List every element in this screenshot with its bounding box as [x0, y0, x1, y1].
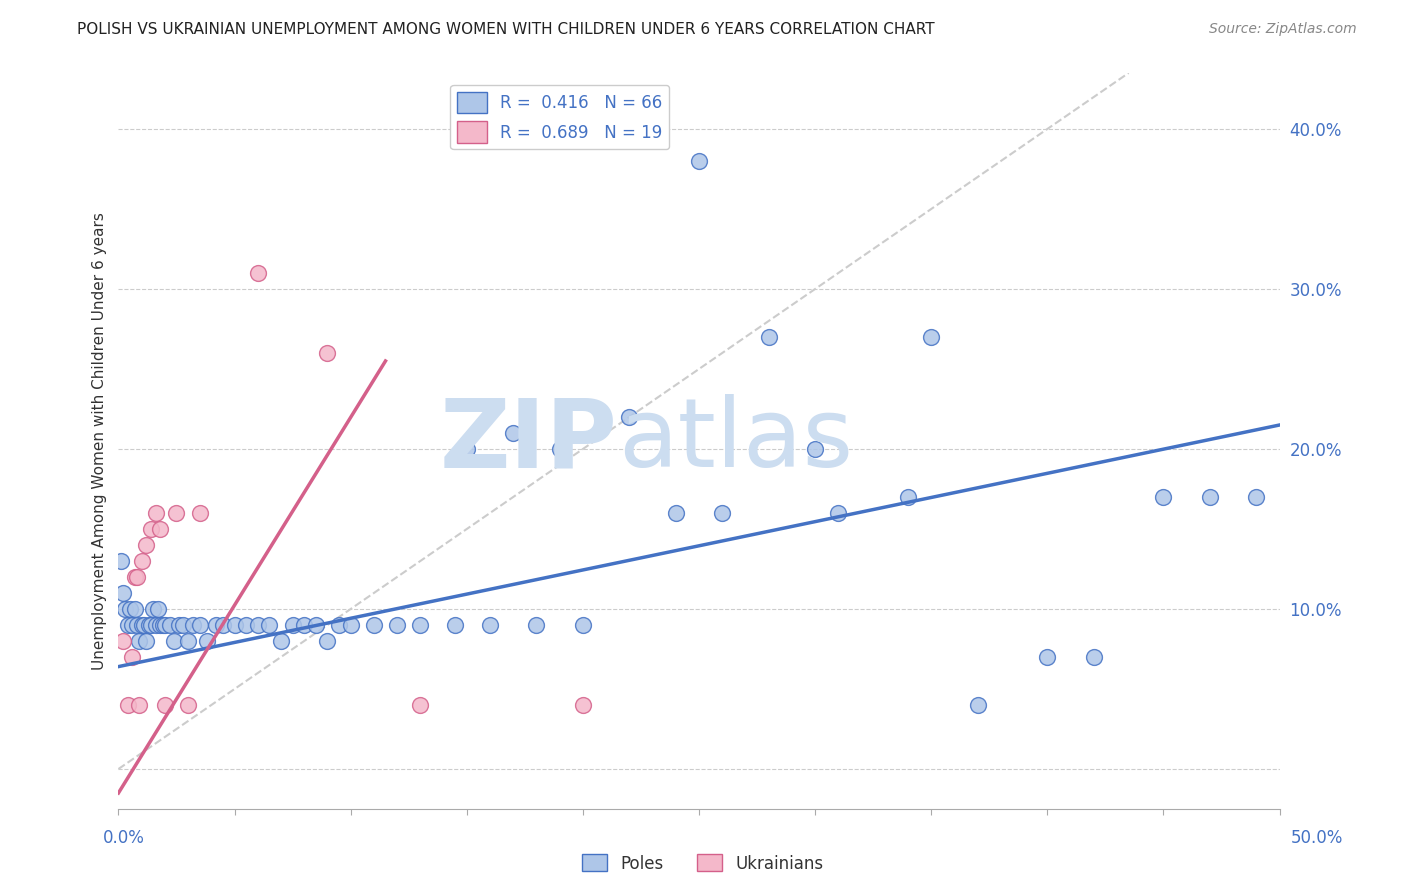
Point: [117, 618, 139, 632]
Point: [117, 698, 139, 712]
Text: POLISH VS UKRAINIAN UNEMPLOYMENT AMONG WOMEN WITH CHILDREN UNDER 6 YEARS CORRELA: POLISH VS UKRAINIAN UNEMPLOYMENT AMONG W…: [77, 22, 935, 37]
Legend: Poles, Ukrainians: Poles, Ukrainians: [575, 847, 831, 880]
Point: [167, 618, 190, 632]
Point: [135, 538, 157, 552]
Point: [138, 618, 160, 632]
Point: [804, 442, 827, 456]
Point: [149, 522, 172, 536]
Point: [665, 506, 688, 520]
Point: [619, 409, 641, 424]
Point: [125, 570, 148, 584]
Point: [112, 586, 135, 600]
Point: [177, 698, 200, 712]
Point: [409, 618, 432, 632]
Point: [224, 618, 246, 632]
Point: [135, 634, 157, 648]
Point: [212, 618, 235, 632]
Point: [152, 618, 174, 632]
Point: [1246, 490, 1268, 504]
Legend: R =  0.416   N = 66, R =  0.689   N = 19: R = 0.416 N = 66, R = 0.689 N = 19: [450, 85, 669, 150]
Point: [131, 618, 153, 632]
Text: 50.0%: 50.0%: [1291, 829, 1343, 847]
Y-axis label: Unemployment Among Women with Children Under 6 years: Unemployment Among Women with Children U…: [93, 212, 107, 670]
Point: [235, 618, 257, 632]
Point: [159, 618, 181, 632]
Point: [758, 330, 780, 344]
Point: [502, 425, 524, 440]
Text: ZIP: ZIP: [440, 394, 617, 488]
Point: [124, 570, 146, 584]
Point: [711, 506, 734, 520]
Point: [316, 634, 339, 648]
Point: [131, 554, 153, 568]
Point: [1083, 650, 1105, 665]
Point: [444, 618, 467, 632]
Point: [363, 618, 385, 632]
Point: [110, 554, 132, 568]
Point: [145, 506, 167, 520]
Point: [339, 618, 361, 632]
Point: [112, 634, 135, 648]
Point: [246, 618, 269, 632]
Point: [827, 506, 849, 520]
Point: [142, 602, 165, 616]
Point: [456, 442, 478, 456]
Point: [259, 618, 281, 632]
Point: [188, 618, 211, 632]
Point: [139, 522, 162, 536]
Point: [163, 634, 186, 648]
Point: [281, 618, 304, 632]
Point: [328, 618, 350, 632]
Point: [1036, 650, 1059, 665]
Point: [572, 618, 595, 632]
Point: [1152, 490, 1174, 504]
Point: [526, 618, 548, 632]
Point: [270, 634, 292, 648]
Point: [479, 618, 502, 632]
Point: [195, 634, 218, 648]
Point: [316, 346, 339, 360]
Point: [385, 618, 408, 632]
Point: [966, 698, 988, 712]
Point: [246, 266, 269, 280]
Point: [920, 330, 942, 344]
Point: [145, 618, 167, 632]
Point: [114, 602, 136, 616]
Point: [121, 618, 143, 632]
Point: [205, 618, 228, 632]
Point: [292, 618, 315, 632]
Point: [132, 618, 155, 632]
Point: [1199, 490, 1222, 504]
Point: [181, 618, 204, 632]
Point: [305, 618, 328, 632]
Point: [688, 153, 710, 168]
Point: [128, 698, 150, 712]
Point: [409, 698, 432, 712]
Point: [121, 650, 143, 665]
Text: 0.0%: 0.0%: [103, 829, 145, 847]
Point: [172, 618, 194, 632]
Point: [125, 618, 148, 632]
Text: atlas: atlas: [617, 394, 853, 488]
Point: [188, 506, 211, 520]
Point: [166, 506, 188, 520]
Point: [128, 634, 150, 648]
Point: [124, 602, 146, 616]
Point: [118, 602, 141, 616]
Point: [897, 490, 920, 504]
Point: [177, 634, 200, 648]
Point: [572, 698, 595, 712]
Point: [153, 698, 176, 712]
Text: Source: ZipAtlas.com: Source: ZipAtlas.com: [1209, 22, 1357, 37]
Point: [149, 618, 172, 632]
Point: [548, 442, 571, 456]
Point: [139, 618, 162, 632]
Point: [153, 618, 176, 632]
Point: [146, 602, 169, 616]
